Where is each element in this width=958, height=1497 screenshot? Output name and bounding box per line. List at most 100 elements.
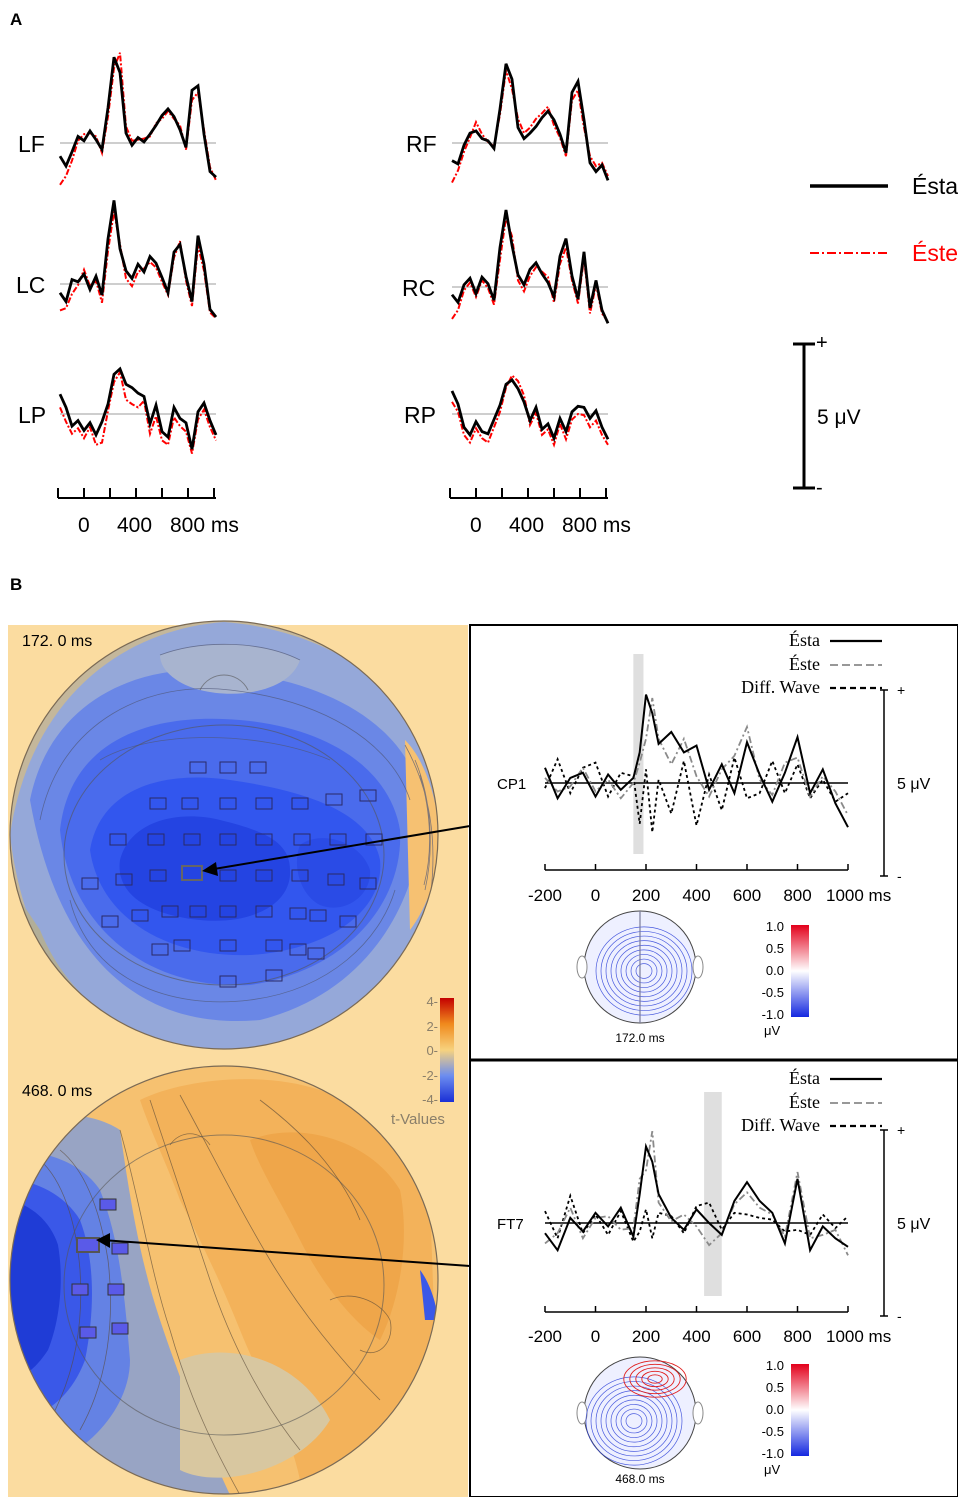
electrode [265, 939, 283, 952]
electrode [255, 905, 273, 918]
scale-a-label: 5 μV [817, 406, 861, 429]
arrowhead-cp1 [202, 862, 218, 876]
electrode [255, 797, 273, 810]
tbar-tick-0: 0- [426, 1043, 438, 1058]
uv-colorbar-tick: 0.5 [766, 941, 784, 956]
arrow-to-cp1 [207, 825, 471, 871]
electrode [325, 793, 343, 806]
tbar-label: t-Values [391, 1111, 445, 1128]
electrode [181, 797, 199, 810]
tick-800-left: 800 ms [170, 514, 239, 537]
waveform-rp: RP [404, 373, 610, 448]
arrowhead-ft7 [96, 1233, 110, 1248]
panel-a-time-axis-left: 0 400 800 ms [57, 488, 239, 537]
esta-series [544, 1142, 849, 1254]
tbar-tick-m2: -2- [422, 1068, 438, 1083]
electrode [99, 1198, 117, 1211]
tbar-tick-2: 2- [426, 1019, 438, 1034]
panel-label-b: B [10, 575, 22, 594]
x-tick-label: -200 [528, 1327, 562, 1346]
x-tick-label: 0 [591, 1327, 600, 1346]
electrode [151, 943, 169, 956]
mini-head [583, 1356, 697, 1470]
x-tick-label: 0 [591, 886, 600, 905]
scale-plus: + [897, 682, 905, 698]
electrode [109, 833, 127, 846]
esta-series [450, 377, 610, 443]
channel-label: LC [16, 272, 45, 298]
x-tick-label: 400 [682, 886, 710, 905]
electrode [291, 869, 309, 882]
x-tick-label: 800 [783, 886, 811, 905]
este-series [451, 373, 609, 448]
contour-positive [647, 1374, 663, 1384]
electrode [219, 939, 237, 952]
uv-colorbar-tick: -0.5 [762, 985, 784, 1000]
erp-panels-frame [469, 624, 958, 1497]
uv-colorbar-tick: -0.5 [762, 1424, 784, 1439]
electrode [149, 869, 167, 882]
x-tick-label: 600 [733, 1327, 761, 1346]
uv-colorbar-tick: -1.0 [762, 1446, 784, 1461]
contour [635, 963, 653, 979]
electrode [189, 761, 207, 774]
diff-wave-series [544, 1192, 849, 1244]
uv-colorbar-unit: μV [764, 1462, 780, 1477]
uv-colorbar-tick: 0.0 [766, 963, 784, 978]
contour [605, 935, 683, 1007]
panel-label-a: A [10, 10, 22, 29]
scale-a-plus: + [816, 332, 828, 354]
tbar-tick-4: 4- [426, 994, 438, 1009]
uv-colorbar-tick: 1.0 [766, 919, 784, 934]
panel-a-scale-bar: + - 5 μV [793, 332, 861, 499]
topomap-panel: 172. 0 ms [8, 620, 468, 1497]
erp-panel-cp1: CP1 Ésta Éste Diff. Wave + - 5 μV -200 0 200 400 60… [497, 629, 931, 1045]
electrode [219, 833, 237, 846]
electrode [329, 833, 347, 846]
esta-series [58, 56, 217, 179]
electrode [249, 761, 267, 774]
tick-0-right: 0 [470, 514, 482, 537]
tick-400-right: 400 [509, 514, 544, 537]
channel-label: CP1 [497, 776, 526, 793]
electrode [293, 833, 311, 846]
x-tick-label: 200 [632, 886, 660, 905]
t-values-colorbar: 4- 2- 0- -2- -4- t-Values [391, 994, 454, 1128]
tick-0-left: 0 [78, 514, 90, 537]
electrode [255, 869, 273, 882]
waveform-rc: RC [402, 209, 610, 324]
contour-positive [635, 1367, 675, 1391]
electrode [291, 797, 309, 810]
selected-electrode-cp1 [181, 865, 203, 881]
electrode [359, 877, 377, 890]
waveform-lp: LP [18, 366, 218, 454]
arrow-to-ft7 [101, 1239, 471, 1267]
legend-esta: Ésta [912, 173, 958, 199]
electrode-grid-172 [81, 761, 383, 988]
scale-minus: - [897, 1308, 902, 1324]
este-series [59, 52, 217, 186]
mini-map-label: 468.0 ms [615, 1472, 664, 1486]
contour [595, 1385, 673, 1457]
contour [600, 931, 688, 1011]
electrode [101, 915, 119, 928]
scale-minus: - [897, 868, 902, 884]
contour [600, 1390, 668, 1452]
x-tick-label: 400 [682, 1327, 710, 1346]
waveform-rf: RF [406, 63, 610, 184]
scale-label: 5 μV [897, 1216, 931, 1233]
electrode [365, 833, 383, 846]
waveform-lf: LF [18, 52, 217, 186]
electrode [149, 797, 167, 810]
electrode [289, 943, 307, 956]
electrode [189, 905, 207, 918]
legend-label: Ésta [789, 1067, 820, 1088]
legend-label: Ésta [789, 629, 820, 650]
uv-colorbar [791, 1364, 809, 1456]
uv-colorbar-tick: -1.0 [762, 1007, 784, 1022]
legend-label: Éste [789, 653, 820, 674]
contour [595, 926, 693, 1016]
contour [620, 1408, 648, 1434]
esta-series [544, 694, 849, 828]
